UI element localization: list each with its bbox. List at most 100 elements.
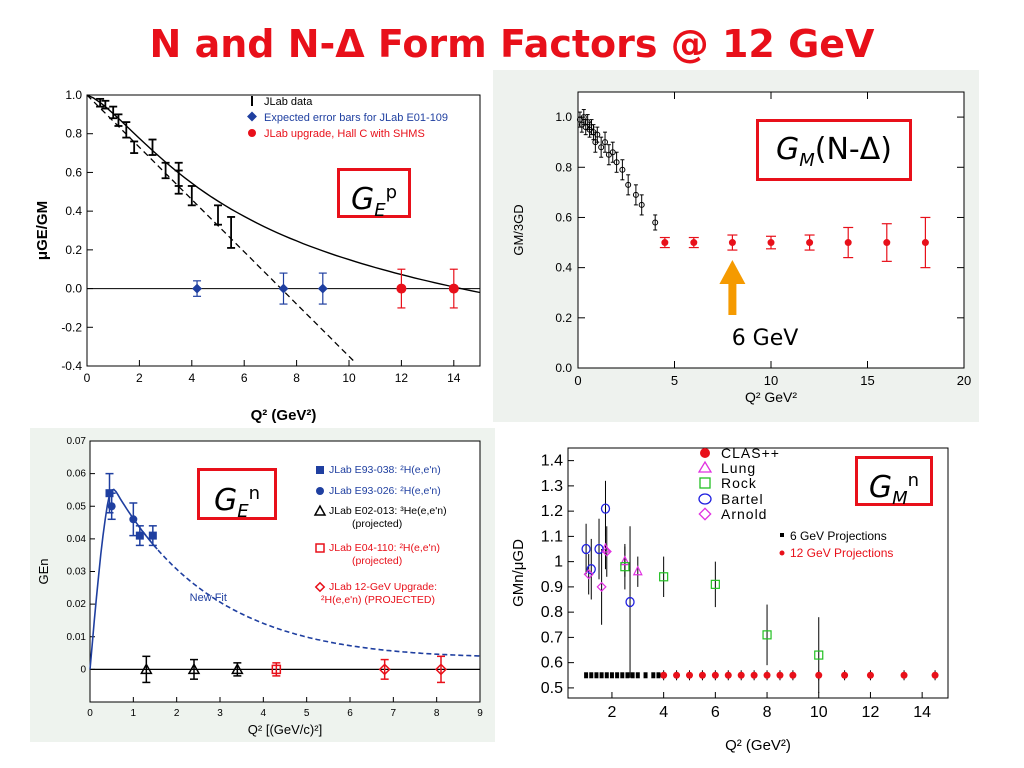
gep-ytick-label: 1.0 xyxy=(65,88,82,102)
gen-legend-upgrade-symbol xyxy=(314,581,326,593)
gen-xtick-label: 7 xyxy=(391,708,397,719)
gen-ytick-label: 0.05 xyxy=(67,501,87,512)
gen-label-main: G xyxy=(213,483,238,518)
gmnd-xtick-label: 5 xyxy=(671,373,678,388)
gmnd-projected-marker xyxy=(767,239,775,247)
gen-legend-e93038-symbol xyxy=(316,466,324,474)
gmn-ytick-label: 0.9 xyxy=(541,579,563,596)
gmn-arnold-marker xyxy=(583,569,594,580)
gmnd-projected-marker xyxy=(921,239,929,247)
gen-legend-entry: JLab E04-110: ²H(e,e'n) xyxy=(329,542,440,554)
gep-ytick-label: 0.2 xyxy=(65,243,82,257)
gmnd-xlabel: Q² GeV² xyxy=(745,389,797,405)
gmn-chart-svg: 2 4 6 8 10 12 14 0.5 0.6 0.7 0.8 0.9 1 1.1 1.2 1.3 1.4 CL… xyxy=(510,445,949,754)
gep-ytick-label: -0.2 xyxy=(61,320,82,334)
gmn-clas-marker xyxy=(660,671,668,679)
gmn-legend-clas: CLAS++ xyxy=(721,445,780,461)
gmn-6gev-marker xyxy=(584,672,589,679)
gmn-ytick-label: 1.1 xyxy=(541,528,563,545)
gmnd-ytick-label: 0.6 xyxy=(555,210,572,224)
gen-upgrade-marker xyxy=(434,663,448,676)
gmn-clas-marker xyxy=(776,671,784,679)
gen-ylabel: GEn xyxy=(36,558,51,584)
gmn-rock-marker xyxy=(762,630,772,640)
gmn-label-sub: M xyxy=(892,488,908,509)
gen-e93038-marker xyxy=(135,531,144,540)
gep-xtick-label: 8 xyxy=(293,371,300,385)
gmnd-ytick-label: 0.8 xyxy=(555,160,572,174)
gep-xtick-label: 10 xyxy=(342,371,356,385)
gmn-6gev-marker xyxy=(604,672,609,679)
gen-xtick-label: 1 xyxy=(131,708,137,719)
gmn-ytick-label: 0.5 xyxy=(541,680,563,697)
gep-xtick-label: 0 xyxy=(84,371,91,385)
gen-fit-solid xyxy=(89,488,158,670)
gep-upgrade-marker xyxy=(396,283,407,294)
gep-ytick-label: 0.4 xyxy=(65,204,82,218)
gmn-ylabel: GMn/μGD xyxy=(510,539,527,607)
gen-legend-note: (projected) xyxy=(352,518,402,530)
gmn-arnold-marker xyxy=(601,546,612,557)
gmn-6gev-marker xyxy=(625,672,630,679)
gmnd-existing-marker xyxy=(613,159,620,166)
gm-ndelta-label-sub: M xyxy=(799,150,815,171)
gmnd-existing-marker xyxy=(619,166,626,173)
gen-ytick-label: 0.04 xyxy=(67,534,87,545)
gmn-lung-marker xyxy=(619,555,630,566)
gmn-ytick-label: 1.3 xyxy=(541,478,563,495)
orange-arrow-head xyxy=(719,260,746,284)
gmn-xtick-label: 14 xyxy=(913,704,931,721)
gen-ytick-label: 0.02 xyxy=(67,599,87,610)
gen-legend-entry: JLab 12-GeV Upgrade: xyxy=(329,581,437,593)
gmn-clas-marker xyxy=(711,671,719,679)
gmn-xtick-label: 12 xyxy=(862,704,880,721)
gmn-6gev-marker xyxy=(609,672,614,679)
gep-linear-fit xyxy=(86,94,357,364)
gm-ndelta-label-rest: (N-Δ) xyxy=(814,132,892,167)
gen-xlabel: Q² [(GeV/c)²] xyxy=(248,722,322,737)
gen-ytick-label: 0.03 xyxy=(67,567,87,578)
gmn-6gev-marker xyxy=(620,672,625,679)
gmn-legend-6gev: 6 GeV Projections xyxy=(790,529,887,543)
gm-ndelta-plot: 0 5 10 15 20 0.0 0.2 0.4 0.6 0.8 1.0 Q² GeV² GM/3GD … xyxy=(493,70,979,422)
gmnd-existing-marker xyxy=(594,131,601,138)
gen-ytick-label: 0.07 xyxy=(67,436,87,447)
gmn-6gev-marker xyxy=(594,672,599,679)
gen-e02013-marker xyxy=(231,662,244,675)
gep-e01109-marker xyxy=(192,283,202,294)
gep-xtick-label: 14 xyxy=(447,371,461,385)
gmn-clas-marker xyxy=(789,671,797,679)
gmnd-xtick-label: 10 xyxy=(764,373,778,388)
gmn-xlabel: Q² (GeV²) xyxy=(725,737,791,754)
gmn-bartel-marker xyxy=(600,503,611,514)
gmn-rock-marker xyxy=(814,650,824,660)
gmn-ytick-label: 0.6 xyxy=(541,655,563,672)
gen-e02013-marker xyxy=(140,662,153,675)
gmn-bartel-marker xyxy=(586,564,596,575)
gmn-legend-bartel: Bartel xyxy=(721,491,764,507)
gmn-6gev-marker xyxy=(589,672,594,679)
gep-ytick-label: -0.4 xyxy=(61,359,82,373)
gep-label-sup: p xyxy=(385,182,398,203)
gen-e93026-marker xyxy=(107,502,116,511)
gmnd-ytick-label: 0.4 xyxy=(555,261,572,275)
gep-xlabel: Q² (GeV²) xyxy=(251,407,317,423)
gen-e93038-marker xyxy=(148,531,157,540)
gen-ytick-label: 0 xyxy=(80,664,86,675)
gep-label-box: GEp xyxy=(337,168,411,221)
gmn-rock-marker xyxy=(659,572,669,582)
gmnd-existing-marker xyxy=(625,181,632,188)
gmn-legend-rock-symbol xyxy=(699,477,711,489)
gen-xtick-label: 3 xyxy=(217,708,223,719)
gmnd-xtick-label: 20 xyxy=(957,373,971,388)
gen-legend-e93026-symbol xyxy=(316,487,324,495)
gen-xtick-label: 8 xyxy=(434,708,440,719)
gep-label-sub: E xyxy=(374,200,386,221)
gmn-clas-marker xyxy=(698,671,706,679)
gmn-clas-marker xyxy=(685,671,693,679)
gmn-clas-marker xyxy=(866,671,874,679)
gmn-ytick-label: 1.4 xyxy=(541,453,563,470)
gmn-6gev-marker xyxy=(599,672,604,679)
gep-ytick-label: 0.8 xyxy=(65,127,82,141)
gen-fit-dashed xyxy=(132,518,481,657)
